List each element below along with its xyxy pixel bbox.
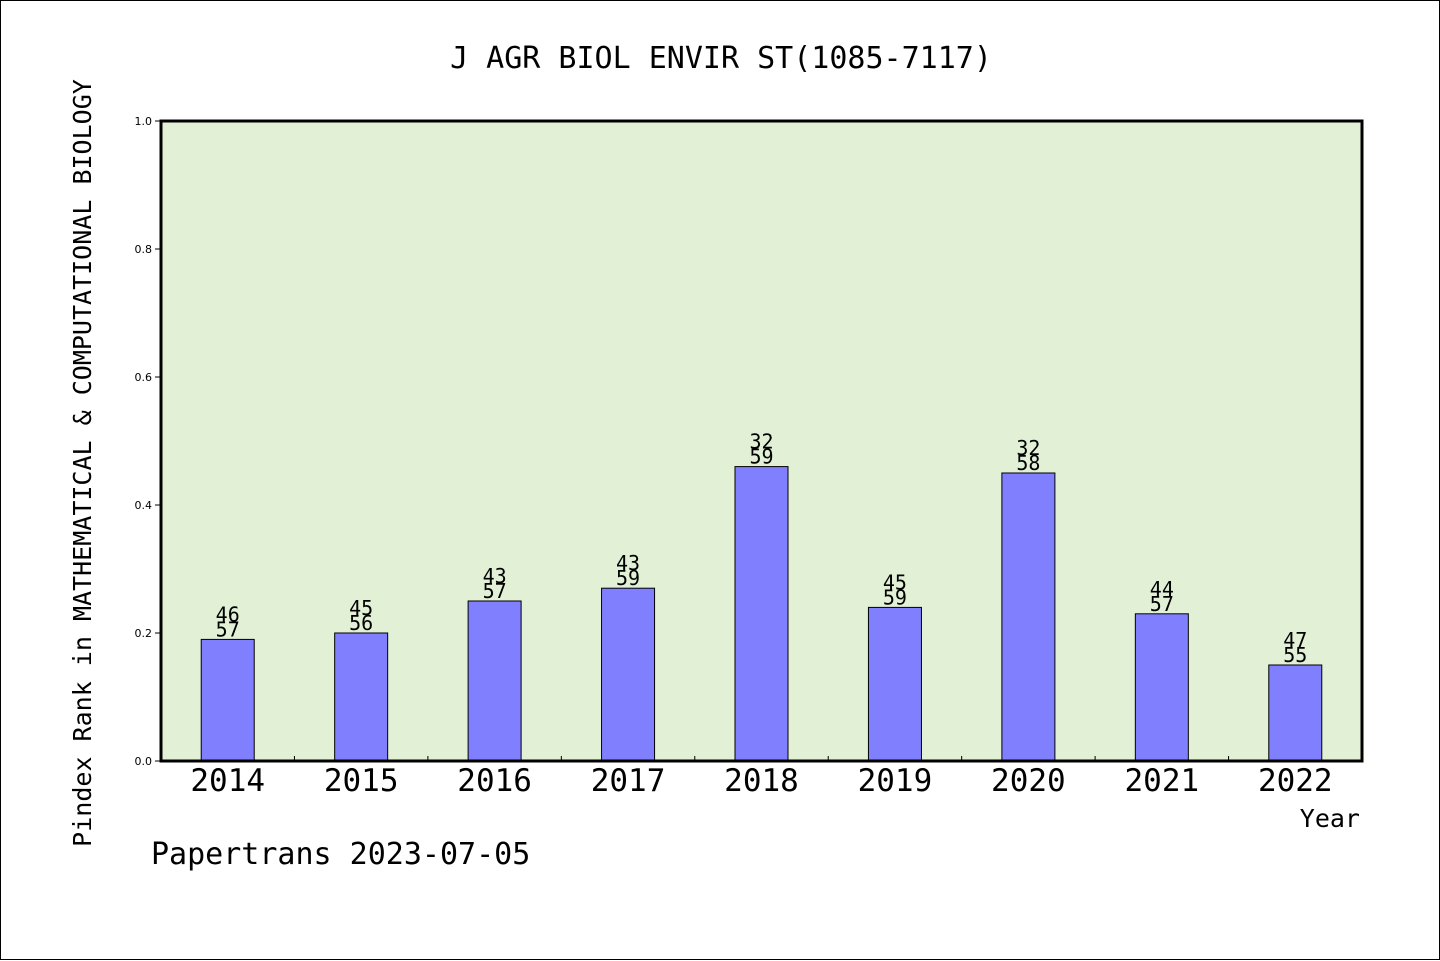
x-tick-label: 2021 xyxy=(1125,763,1200,799)
bar-total-label: 59 xyxy=(883,585,907,609)
bar-2014 xyxy=(200,638,255,762)
bar-2018 xyxy=(734,466,789,762)
bar-2017 xyxy=(601,587,656,762)
x-tick-label: 2017 xyxy=(591,763,666,799)
y-tick-label: 0.4 xyxy=(135,499,153,512)
bar-rank-label: 44 xyxy=(1150,577,1174,601)
y-tick-label: 0.0 xyxy=(135,755,153,768)
bar-2021 xyxy=(1134,613,1189,762)
bar-total-label: 58 xyxy=(1016,451,1040,475)
y-tick-label: 0.8 xyxy=(135,243,153,256)
x-axis: 2014 2015 2016 2017 2018 2019 2020 2021 2022 xyxy=(190,756,1333,799)
x-tick-label: 2015 xyxy=(324,763,399,799)
y-axis: 0.0 0.2 0.4 0.6 0.8 1.0 xyxy=(135,115,161,768)
bar-total-label: 57 xyxy=(1150,592,1174,616)
y-axis-label: Pindex Rank in MATHEMATICAL & COMPUTATIO… xyxy=(68,79,97,847)
bar-rank-label: 32 xyxy=(1016,436,1040,460)
bar-2022 xyxy=(1268,664,1323,762)
bar-2015 xyxy=(334,632,389,762)
bar-2020 xyxy=(1001,472,1056,762)
bar-total-label: 57 xyxy=(483,579,507,603)
bar-total-label: 55 xyxy=(1283,643,1307,667)
y-tick-label: 0.6 xyxy=(135,371,153,384)
bars xyxy=(200,466,1323,762)
y-tick-label: 0.2 xyxy=(135,627,153,640)
y-tick-label: 1.0 xyxy=(135,115,153,128)
footer-credit: Papertrans 2023-07-05 xyxy=(151,837,530,872)
x-tick-label: 2016 xyxy=(457,763,532,799)
bar-total-label: 57 xyxy=(216,617,240,641)
bar-rank-label: 45 xyxy=(349,596,373,620)
x-tick-label: 2020 xyxy=(991,763,1066,799)
bar-total-label: 59 xyxy=(749,445,773,469)
bar-rank-label: 47 xyxy=(1283,628,1307,652)
x-tick-label: 2019 xyxy=(858,763,933,799)
bar-2019 xyxy=(867,606,922,762)
x-tick-label: 2014 xyxy=(190,763,265,799)
plot-border xyxy=(159,119,1364,763)
bar-rank-label: 45 xyxy=(883,570,907,594)
bar-2016 xyxy=(467,600,522,762)
bar-total-label: 56 xyxy=(349,611,373,635)
chart-title: J AGR BIOL ENVIR ST(1085-7117) xyxy=(450,41,992,76)
bar-rank-label: 43 xyxy=(616,551,640,575)
bar-total-label: 59 xyxy=(616,566,640,590)
x-tick-label: 2022 xyxy=(1258,763,1333,799)
x-tick-label: 2018 xyxy=(724,763,799,799)
bar-rank-label: 43 xyxy=(483,564,507,588)
bar-rank-label: 32 xyxy=(749,430,773,454)
x-axis-label: Year xyxy=(1300,804,1360,833)
bar-rank-label: 46 xyxy=(216,602,240,626)
